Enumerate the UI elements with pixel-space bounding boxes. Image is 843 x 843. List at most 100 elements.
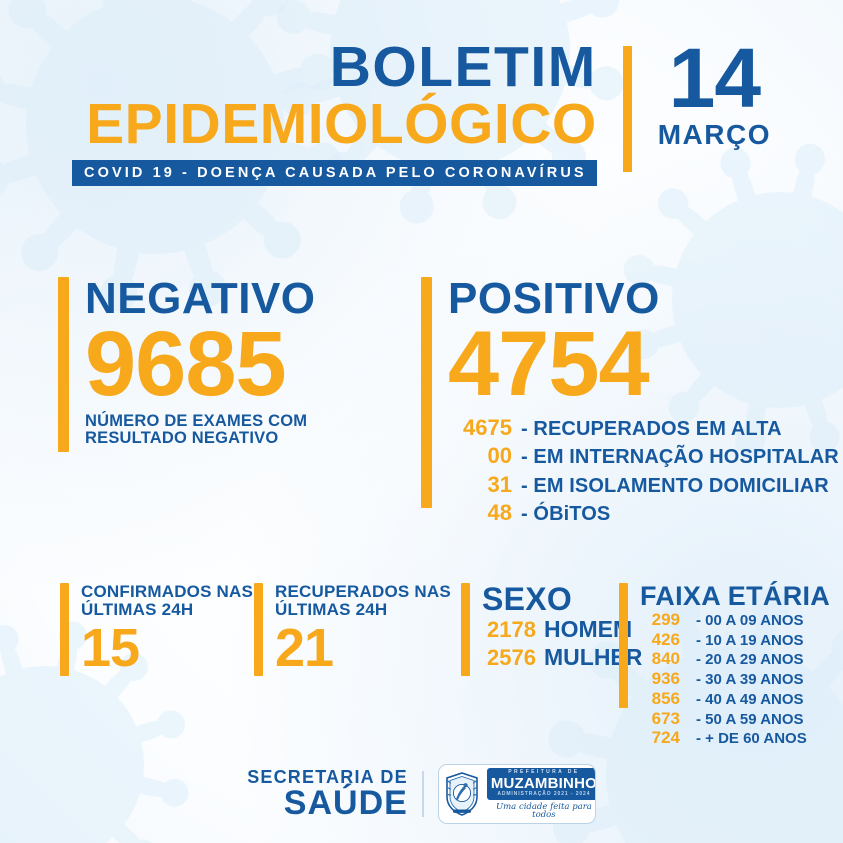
recuperados-24h-content: RECUPERADOS NAS ÚLTIMAS 24H 21: [263, 582, 451, 676]
recuperados-24h-block: RECUPERADOS NAS ÚLTIMAS 24H 21: [254, 582, 451, 676]
secretaria-saude-wordmark: SECRETARIA DE SAÚDE: [247, 768, 422, 821]
virus-spike-knob: [545, 717, 589, 761]
faixa-row-label: - 00 A 09 ANOS: [696, 612, 804, 629]
faixa-row-label: - + DE 60 ANOS: [696, 730, 807, 748]
faixa-row-label: - 40 A 49 ANOS: [696, 690, 804, 708]
confirmados-24h-content: CONFIRMADOS NAS ÚLTIMAS 24H 15: [69, 582, 254, 679]
faixa-row-label: - 10 A 19 ANOS: [696, 631, 804, 649]
confirmados-24h-title-line1: CONFIRMADOS NAS: [81, 582, 254, 601]
virus-watermark-bottom-right: [520, 560, 843, 843]
positivo-breakdown-row: 4675 - RECUPERADOS EM ALTA: [448, 414, 839, 443]
faixa-etaria-row: 724 - + DE 60 ANOS: [640, 728, 830, 748]
positivo-row-label: - EM ISOLAMENTO DOMICILIAR: [521, 474, 829, 497]
faixa-row-value: 724: [651, 728, 680, 748]
negativo-caption-line2: RESULTADO NEGATIVO: [85, 428, 279, 447]
negativo-title: NEGATIVO: [85, 274, 316, 323]
positivo-row-value: 00: [487, 443, 512, 469]
sexo-row-label: HOMEM: [544, 616, 633, 642]
positivo-breakdown-row: 31 - EM ISOLAMENTO DOMICILIAR: [448, 471, 839, 500]
negativo-stat-block: NEGATIVO 9685 NÚMERO DE EXAMES COM RESUL…: [58, 277, 316, 452]
virus-spike-knob: [14, 226, 66, 279]
virus-spike-knob: [0, 622, 22, 658]
faixa-row-value: 840: [651, 649, 680, 669]
sexo-row: 2178 HOMEM: [482, 616, 642, 643]
title-boletim: BOLETIM: [329, 35, 597, 99]
faixa-row-label: - 20 A 29 ANOS: [696, 651, 804, 669]
negativo-value: 9685: [85, 313, 287, 415]
logo-blue-band: PREFEITURA DE MUZAMBINHO ADMINISTRAÇÃO 2…: [486, 768, 596, 800]
confirmados-24h-title: CONFIRMADOS NAS ÚLTIMAS 24H: [81, 582, 254, 620]
positivo-title: POSITIVO: [448, 274, 660, 323]
sexo-content: SEXO 2178 HOMEM 2576 MULHER: [470, 583, 642, 676]
footer-divider: [421, 771, 424, 817]
virus-spike-knob: [123, 833, 163, 843]
positivo-row-label: - EM INTERNAÇÃO HOSPITALAR: [521, 446, 839, 469]
positivo-stat-block: POSITIVO 4754 4675 - RECUPERADOS EM ALTA…: [421, 277, 839, 528]
recuperados-24h-accent-bar: [254, 583, 263, 676]
faixa-etaria-row: 936 - 30 A 39 ANOS: [640, 669, 830, 689]
virus-watermark-top-left: [0, 0, 370, 340]
virus-spike-knob: [477, 180, 521, 224]
poster-header: BOLETIM EPIDEMIOLÓGICO COVID 19 - DOENÇA…: [0, 31, 843, 186]
virus-watermark-right: [600, 120, 843, 480]
faixa-row-value: 673: [651, 708, 680, 728]
positivo-content: POSITIVO 4754 4675 - RECUPERADOS EM ALTA…: [432, 277, 839, 528]
negativo-caption-line1: NÚMERO DE EXAMES COM: [85, 411, 308, 430]
prefeitura-muzambinho-logo: PREFEITURA DE MUZAMBINHO ADMINISTRAÇÃO 2…: [437, 764, 596, 824]
faixa-row-value: 299: [651, 610, 680, 629]
faixa-etaria-row: 856 - 40 A 49 ANOS: [640, 689, 830, 709]
faixa-etaria-row: 299 - 00 A 09 ANOS: [640, 610, 830, 630]
positivo-accent-bar: [421, 277, 432, 508]
sexo-accent-bar: [461, 583, 470, 676]
logo-city-name: MUZAMBINHO: [490, 774, 596, 792]
date-day: 14: [668, 31, 761, 125]
secretaria-line1: SECRETARIA DE: [247, 766, 408, 787]
virus-spike-knob: [152, 706, 188, 742]
city-crest-icon: [439, 765, 485, 823]
secretaria-line2: SAÚDE: [283, 783, 408, 822]
virus-spike-knob: [651, 182, 695, 226]
logo-prefeitura-label: PREFEITURA DE: [508, 769, 580, 775]
positivo-row-value: 31: [487, 471, 512, 497]
faixa-row-value: 856: [651, 688, 680, 708]
confirmados-24h-value: 15: [81, 618, 140, 679]
positivo-breakdown-row: 48 - ÓBiTOS: [448, 499, 839, 528]
faixa-etaria-block: FAIXA ETÁRIA 299 - 00 A 09 ANOS 426 - 10…: [619, 583, 830, 748]
sexo-title: SEXO: [482, 581, 573, 617]
sexo-row-value: 2178: [487, 617, 536, 642]
virus-watermark-bottom-left: [0, 600, 210, 843]
negativo-content: NEGATIVO 9685 NÚMERO DE EXAMES COM RESUL…: [69, 277, 316, 452]
recuperados-24h-title-line1: RECUPERADOS NAS: [275, 582, 451, 601]
faixa-row-value: 936: [651, 669, 680, 689]
confirmados-24h-block: CONFIRMADOS NAS ÚLTIMAS 24H 15: [60, 582, 254, 679]
positivo-breakdown-row: 00 - EM INTERNAÇÃO HOSPITALAR: [448, 442, 839, 471]
positivo-row-value: 48: [487, 500, 512, 526]
logo-slogan: Uma cidade feita para todos: [495, 801, 592, 821]
sexo-block: SEXO 2178 HOMEM 2576 MULHER: [461, 583, 642, 676]
positivo-breakdown-list: 4675 - RECUPERADOS EM ALTA 00 - EM INTER…: [448, 414, 839, 528]
virus-spike-knob: [580, 0, 624, 23]
faixa-row-value: 426: [651, 629, 680, 649]
date-month: MARÇO: [657, 119, 771, 151]
virus-watermark-top-center: [250, 0, 650, 250]
faixa-etaria-title: FAIXA ETÁRIA: [640, 581, 831, 611]
positivo-value: 4754: [448, 313, 650, 415]
header-date-group: 14 MARÇO: [632, 31, 771, 151]
confirmados-24h-title-line2: ÚLTIMAS 24H: [81, 600, 194, 620]
header-subtitle-banner: COVID 19 - DOENÇA CAUSADA PELO CORONAVÍR…: [72, 159, 597, 186]
faixa-etaria-accent-bar: [619, 583, 628, 708]
faixa-etaria-row: 673 - 50 A 59 ANOS: [640, 709, 830, 729]
header-divider-bar: [622, 46, 632, 172]
recuperados-24h-title: RECUPERADOS NAS ÚLTIMAS 24H: [275, 582, 451, 619]
positivo-row-value: 4675: [463, 414, 512, 440]
faixa-etaria-row: 426 - 10 A 19 ANOS: [640, 630, 830, 650]
faixa-etaria-row: 840 - 20 A 29 ANOS: [640, 649, 830, 669]
sexo-row-value: 2576: [487, 645, 536, 671]
title-epidemiologico: EPIDEMIOLÓGICO: [86, 91, 597, 156]
logo-text-group: PREFEITURA DE MUZAMBINHO ADMINISTRAÇÃO 2…: [485, 765, 596, 823]
negativo-caption: NÚMERO DE EXAMES COM RESULTADO NEGATIVO: [85, 411, 316, 447]
poster-footer: SECRETARIA DE SAÚDE PREFEITURA DE: [0, 764, 843, 824]
positivo-row-label: - ÓBiTOS: [521, 503, 611, 526]
